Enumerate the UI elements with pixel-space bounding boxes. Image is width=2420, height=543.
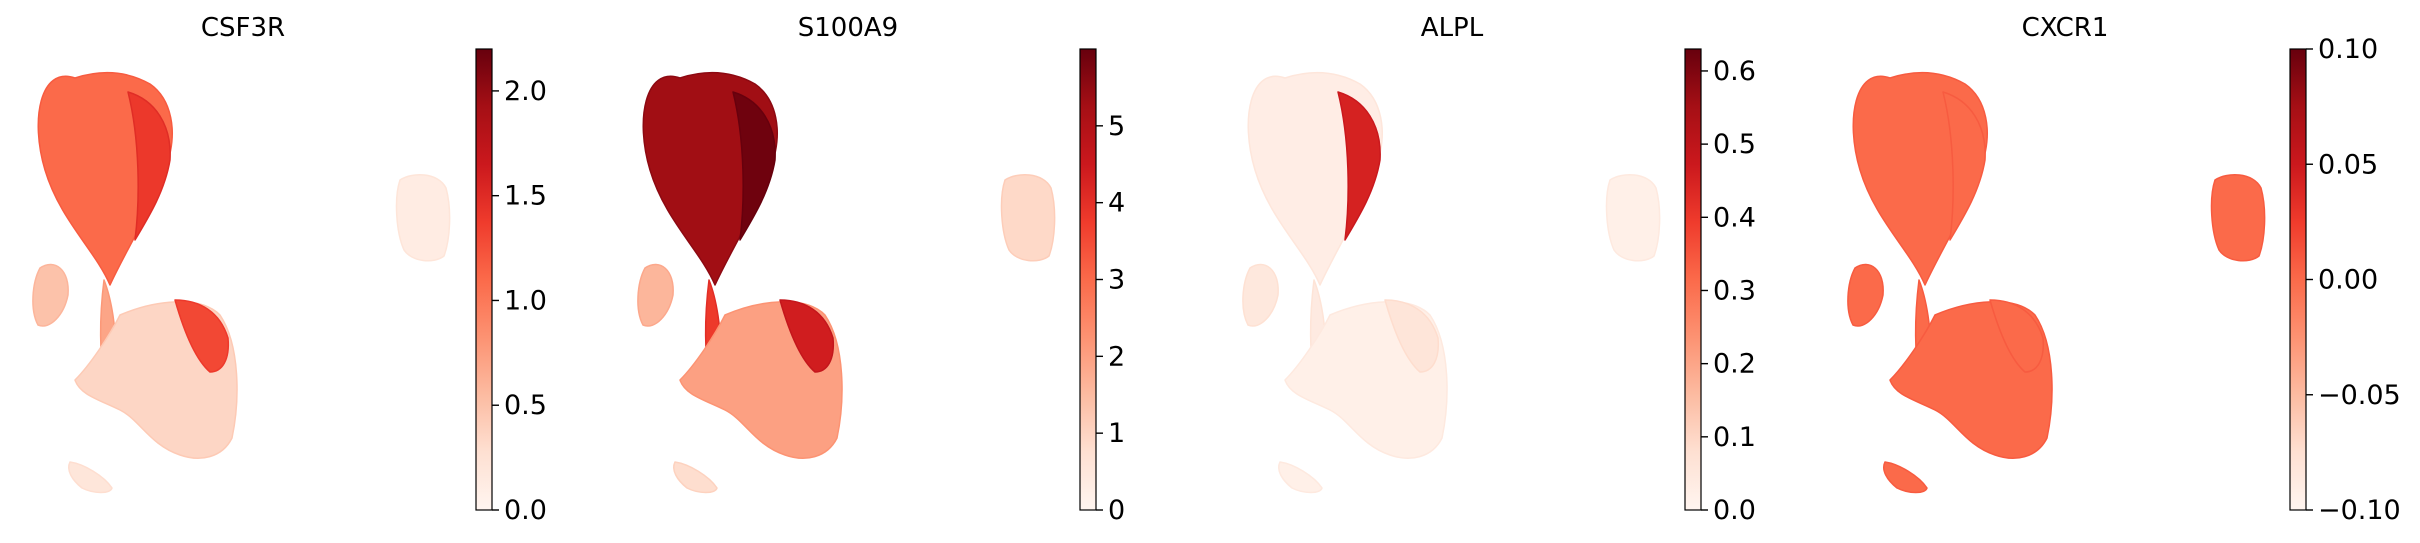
panel-title: CXCR1 <box>2022 13 2109 43</box>
cluster-top-lobe-edge <box>732 91 776 241</box>
cluster-tail <box>673 461 718 494</box>
cluster-top-lobe-edge <box>1337 91 1381 241</box>
colorbar <box>475 48 493 511</box>
colorbar <box>1684 48 1702 511</box>
colorbar-tick-label: 0.0 <box>1713 495 1756 526</box>
cluster-lower-cluster-peak <box>174 299 230 373</box>
colorbar <box>1079 48 1097 511</box>
colorbar-tick-label: 4 <box>1108 188 1125 219</box>
colorbar-tick-label: 5 <box>1108 111 1125 142</box>
colorbar-tick-label: 2 <box>1108 341 1125 372</box>
cluster-top-lobe-edge <box>127 91 171 241</box>
colorbar-tick-label: 0.6 <box>1713 56 1756 87</box>
colorbar-tick-label: 0.3 <box>1713 275 1756 306</box>
cluster-tail <box>68 461 113 494</box>
colorbar-tick-label: 0.4 <box>1713 202 1756 233</box>
cluster-left-arm <box>1242 263 1279 327</box>
colorbar-tick-label: 2.0 <box>504 76 547 107</box>
colorbar-tick-label: 0.05 <box>2318 149 2378 180</box>
cluster-small-island <box>1000 174 1056 262</box>
colorbar-tick-label: 0 <box>1108 495 1125 526</box>
colorbar-tick-label: 0.1 <box>1713 422 1756 453</box>
colorbar-tick-label: 3 <box>1108 265 1125 296</box>
cluster-small-island <box>395 174 451 262</box>
colorbar-tick-label: 0.2 <box>1713 349 1756 380</box>
colorbar-tick-label: −0.05 <box>2318 380 2401 411</box>
colorbar-tick-label: 0.5 <box>504 390 547 421</box>
colorbar-tick-label: 0.00 <box>2318 265 2378 296</box>
colorbar-tick-label: 0.0 <box>504 495 547 526</box>
panel-title: S100A9 <box>798 13 898 43</box>
cluster-left-arm <box>1847 263 1884 327</box>
cluster-small-island <box>1605 174 1661 262</box>
colorbar-tick-label: 1 <box>1108 418 1125 449</box>
colorbar-tick-label: 1.0 <box>504 285 547 316</box>
cluster-lower-cluster-peak <box>1384 299 1440 373</box>
cluster-lower-cluster-peak <box>1989 299 2045 373</box>
colorbar-tick-label: −0.10 <box>2318 495 2401 526</box>
cluster-top-lobe-edge <box>1942 91 1986 241</box>
colorbar-tick-label: 0.5 <box>1713 129 1756 160</box>
umap-panel-2: S100A9 0 1 2 3 4 5 <box>637 13 1125 526</box>
cluster-lower-cluster-peak <box>779 299 835 373</box>
panel-title: CSF3R <box>201 13 285 43</box>
cluster-left-arm <box>32 263 69 327</box>
cluster-tail <box>1883 461 1928 494</box>
cluster-small-island <box>2210 174 2266 262</box>
colorbar-tick-label: 1.5 <box>504 181 547 212</box>
cluster-left-arm <box>637 263 674 327</box>
umap-panel-3: ALPL 0.0 0.1 0.2 0.3 0.4 0.5 0.6 <box>1242 13 1756 526</box>
umap-panel-1: CSF3R 0.0 0.5 1.0 1.5 2.0 <box>32 13 547 526</box>
panel-title: ALPL <box>1421 13 1484 43</box>
cluster-tail <box>1278 461 1323 494</box>
umap-panel-4: CXCR1 −0.10 −0.05 0.00 0.05 0.10 <box>1847 13 2401 526</box>
colorbar-tick-label: 0.10 <box>2318 34 2378 65</box>
colorbar <box>2289 48 2307 511</box>
